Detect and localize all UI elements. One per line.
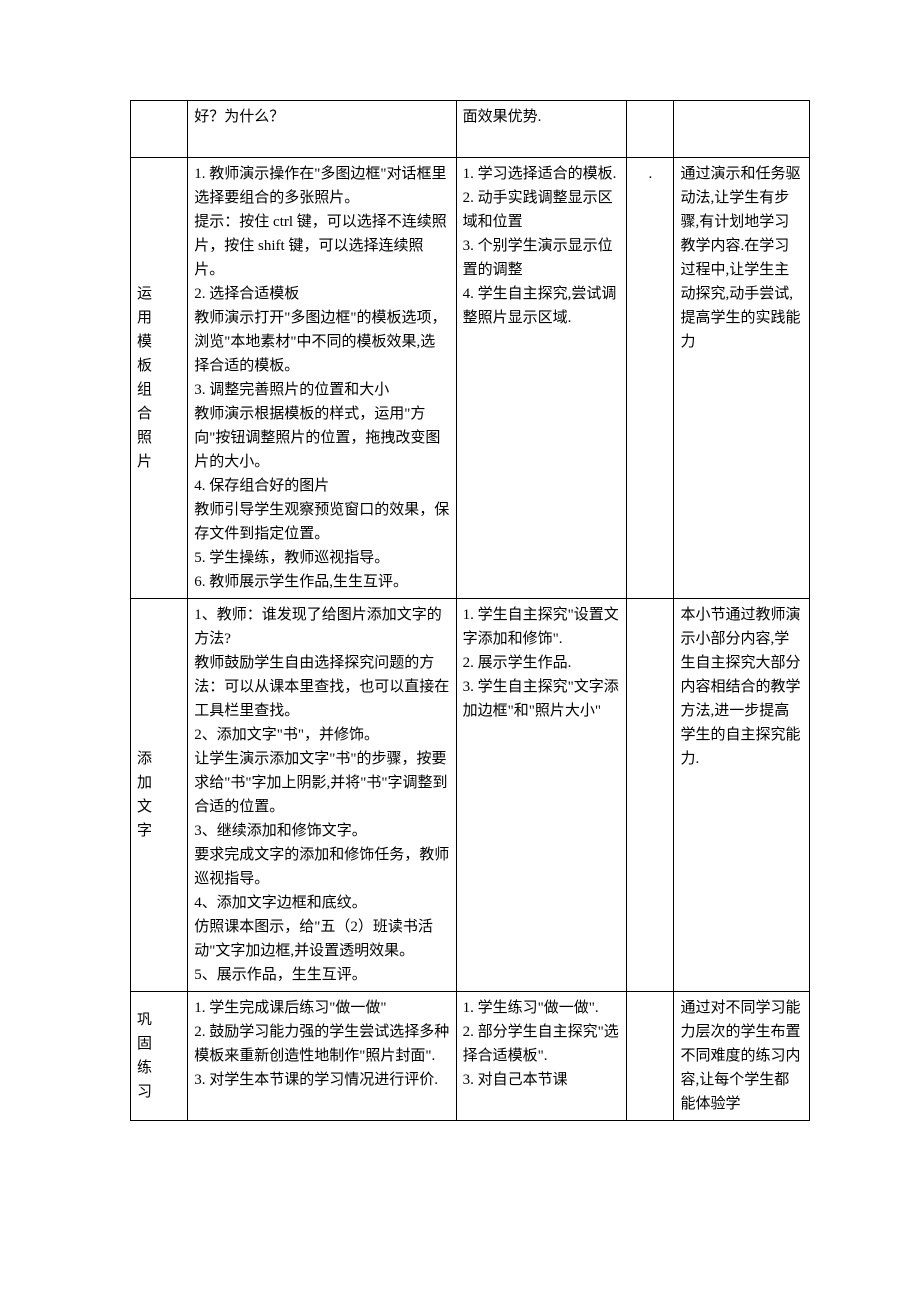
- row0-col2: 好？为什么？: [188, 101, 456, 158]
- cell-text: 通过演示和任务驱动法,让学生有步骤,有计划地学习教学内容.在学习过程中,让学生主…: [680, 166, 800, 350]
- row3-label: 巩 固 练 习: [131, 992, 188, 1121]
- label-char: 合: [137, 402, 181, 426]
- label-char: 片: [137, 450, 181, 474]
- cell-text: 1. 教师演示操作在"多图边框"对话框里选择要组合的多张照片。提示：按住 ctr…: [194, 166, 449, 590]
- cell-text: 通过对不同学习能力层次的学生布置不同难度的练习内容,让每个学生都能体验学: [680, 1000, 800, 1112]
- row3-col3: 1. 学生练习"做一做".2. 部分学生自主探究"选择合适模板".3. 对自己本…: [456, 992, 627, 1121]
- row2-col2: 1、教师：谁发现了给图片添加文字的方法?教师鼓励学生自由选择探究问题的方法：可以…: [188, 599, 456, 992]
- label-char: 练: [137, 1056, 181, 1080]
- label-char: 文: [137, 795, 181, 819]
- document-page: 好？为什么？ 面效果优势. 运 用 模 板 组 合 照 片 1. 教师演示操作在…: [0, 0, 920, 1181]
- table-row: 好？为什么？ 面效果优势.: [131, 101, 810, 158]
- row2-col3: 1. 学生自主探究"设置文字添加和修饰".2. 展示学生作品.3. 学生自主探究…: [456, 599, 627, 992]
- cell-text: 好？为什么？: [194, 109, 284, 125]
- cell-text: 面效果优势.: [463, 109, 542, 125]
- row3-col2: 1. 学生完成课后练习"做一做"2. 鼓励学习能力强的学生尝试选择多种模板来重新…: [188, 992, 456, 1121]
- lesson-plan-table: 好？为什么？ 面效果优势. 运 用 模 板 组 合 照 片 1. 教师演示操作在…: [130, 100, 810, 1121]
- label-char: 模: [137, 330, 181, 354]
- row1-col4: .: [627, 158, 674, 599]
- label-char: 加: [137, 771, 181, 795]
- table-row: 巩 固 练 习 1. 学生完成课后练习"做一做"2. 鼓励学习能力强的学生尝试选…: [131, 992, 810, 1121]
- row0-col4: [627, 101, 674, 158]
- cell-text: 1. 学生自主探究"设置文字添加和修饰".2. 展示学生作品.3. 学生自主探究…: [463, 607, 619, 719]
- label-char: 组: [137, 378, 181, 402]
- cell-text: 1、教师：谁发现了给图片添加文字的方法?教师鼓励学生自由选择探究问题的方法：可以…: [194, 607, 449, 983]
- row0-col1: [131, 101, 188, 158]
- cell-text: 1. 学习选择适合的模板.2. 动手实践调整显示区域和位置3. 个别学生演示显示…: [463, 166, 617, 326]
- label-char: 添: [137, 747, 181, 771]
- row2-col5: 本小节通过教师演示小部分内容,学生自主探究大部分内容相结合的教学方法,进一步提高…: [674, 599, 810, 992]
- label-char: 固: [137, 1032, 181, 1056]
- row1-col5: 通过演示和任务驱动法,让学生有步骤,有计划地学习教学内容.在学习过程中,让学生主…: [674, 158, 810, 599]
- label-char: 字: [137, 819, 181, 843]
- row1-col3: 1. 学习选择适合的模板.2. 动手实践调整显示区域和位置3. 个别学生演示显示…: [456, 158, 627, 599]
- label-char: 用: [137, 306, 181, 330]
- label-char: 运: [137, 282, 181, 306]
- table-row: 运 用 模 板 组 合 照 片 1. 教师演示操作在"多图边框"对话框里选择要组…: [131, 158, 810, 599]
- row3-col5: 通过对不同学习能力层次的学生布置不同难度的练习内容,让每个学生都能体验学: [674, 992, 810, 1121]
- cell-text: 1. 学生完成课后练习"做一做"2. 鼓励学习能力强的学生尝试选择多种模板来重新…: [194, 1000, 449, 1088]
- label-char: 习: [137, 1080, 181, 1104]
- label-char: 巩: [137, 1008, 181, 1032]
- label-char: 板: [137, 354, 181, 378]
- row3-col4: [627, 992, 674, 1121]
- label-char: 照: [137, 426, 181, 450]
- cell-text: 1. 学生练习"做一做".2. 部分学生自主探究"选择合适模板".3. 对自己本…: [463, 1000, 619, 1088]
- row0-col5: [674, 101, 810, 158]
- cell-text: 本小节通过教师演示小部分内容,学生自主探究大部分内容相结合的教学方法,进一步提高…: [680, 607, 800, 767]
- row0-col3: 面效果优势.: [456, 101, 627, 158]
- table-row: 添 加 文 字 1、教师：谁发现了给图片添加文字的方法?教师鼓励学生自由选择探究…: [131, 599, 810, 992]
- row2-col4: [627, 599, 674, 992]
- cell-text: .: [648, 166, 652, 182]
- row1-label: 运 用 模 板 组 合 照 片: [131, 158, 188, 599]
- row1-col2: 1. 教师演示操作在"多图边框"对话框里选择要组合的多张照片。提示：按住 ctr…: [188, 158, 456, 599]
- row2-label: 添 加 文 字: [131, 599, 188, 992]
